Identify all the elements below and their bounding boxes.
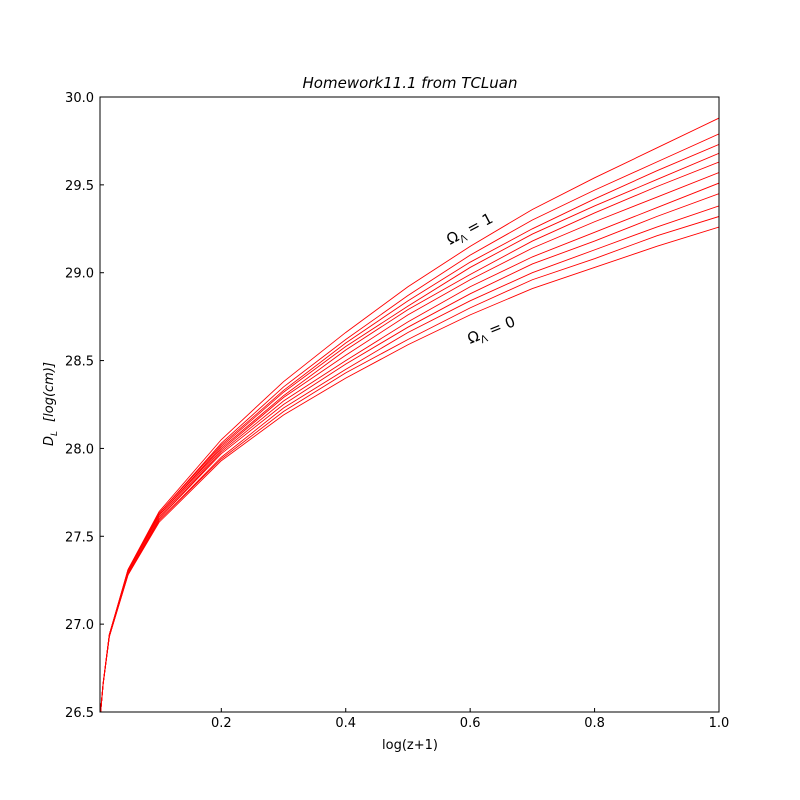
- annotation-sub: Λ: [479, 333, 490, 346]
- x-tick-label: 0.4: [335, 716, 356, 731]
- y-axis-label: DL [log(cm)]: [42, 362, 60, 446]
- plot-frame: [99, 96, 720, 713]
- y-tick-label: 26.5: [65, 706, 94, 721]
- x-tick-label: 0.8: [584, 716, 605, 731]
- data-line: [100, 182, 719, 712]
- y-tick-label: 28.0: [65, 442, 94, 457]
- y-label-main: D: [42, 436, 57, 446]
- x-tick-label: 0.6: [460, 716, 481, 731]
- y-tick-label: 27.0: [65, 618, 94, 633]
- y-label-unit: [log(cm)]: [42, 362, 57, 422]
- data-line: [100, 117, 719, 712]
- chart-title: Homework11.1 from TCLuan: [303, 74, 518, 92]
- y-label-sub: L: [50, 431, 60, 436]
- y-tick-label: 29.0: [65, 267, 94, 282]
- x-axis-label: log(z+1): [382, 738, 438, 753]
- x-tick-label: 1.0: [709, 716, 730, 731]
- y-tick-label: 30.0: [65, 91, 94, 106]
- x-tick-label: 0.2: [211, 716, 232, 731]
- y-tick-label: 27.5: [65, 530, 94, 545]
- annotation-sub: Λ: [458, 233, 469, 246]
- y-tick-label: 29.5: [65, 179, 94, 194]
- y-tick-label: 28.5: [65, 355, 94, 370]
